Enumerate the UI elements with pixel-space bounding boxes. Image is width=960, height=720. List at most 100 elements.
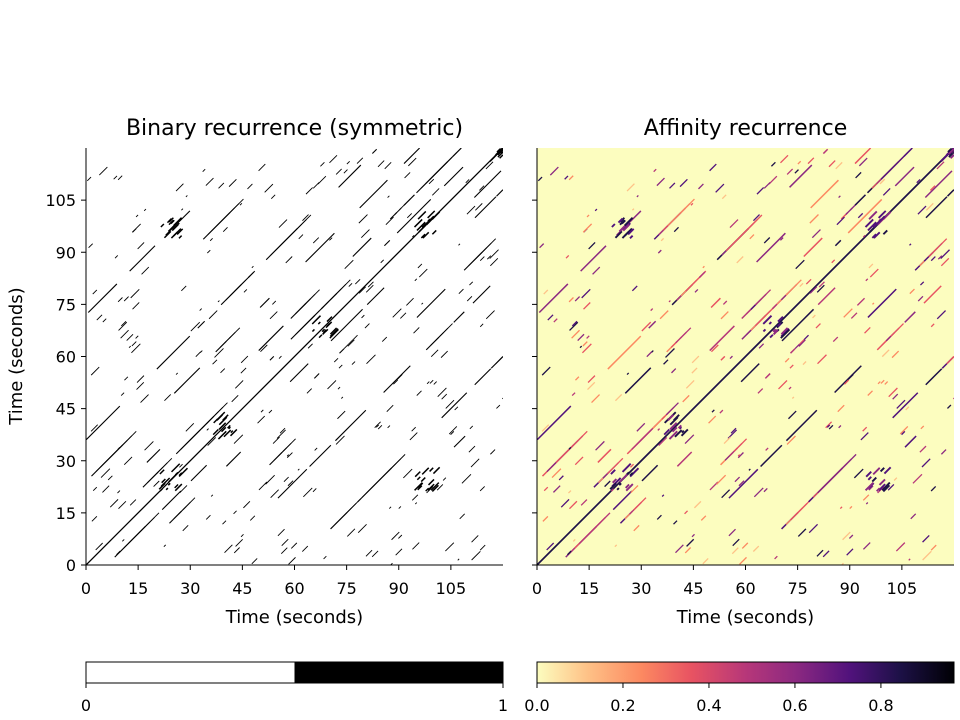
- recurrence-mark: [173, 217, 183, 227]
- affinity-mark: [752, 545, 760, 552]
- recurrence-mark: [366, 354, 376, 365]
- affinity-mark: [582, 341, 588, 347]
- recurrence-mark: [413, 218, 423, 228]
- recurrence-mark: [135, 335, 139, 339]
- recurrence-mark: [445, 399, 455, 409]
- affinity-mark: [636, 422, 646, 432]
- affinity-mark: [684, 434, 695, 445]
- affinity-mark: [769, 334, 774, 339]
- recurrence-mark: [418, 268, 428, 278]
- recurrence-mark: [279, 427, 286, 434]
- affinity-mark: [837, 404, 845, 413]
- recurrence-mark: [283, 476, 289, 482]
- affinity-colorbar-ticks: 0.0 0.2 0.4 0.6 0.8: [524, 683, 894, 715]
- x-tick-label: 90: [840, 579, 860, 598]
- recurrence-mark: [322, 329, 328, 335]
- affinity-mark: [884, 381, 889, 385]
- affinity-mark: [807, 157, 815, 165]
- affinity-mark: [834, 239, 842, 247]
- recurrence-mark: [411, 426, 416, 432]
- recurrence-mark: [344, 259, 354, 270]
- affinity-mark: [721, 489, 731, 499]
- affinity-mark: [850, 312, 858, 319]
- affinity-mark: [730, 427, 737, 434]
- recurrence-mark: [91, 516, 98, 522]
- recurrence-mark: [95, 542, 103, 551]
- affinity-mark: [865, 470, 872, 478]
- recurrence-mark: [391, 531, 400, 541]
- recurrence-mark: [469, 281, 474, 286]
- affinity-mark: [849, 505, 853, 510]
- affinity-mark: [865, 502, 869, 505]
- recurrence-mark: [458, 243, 461, 246]
- recurrence-mark: [454, 406, 459, 411]
- affinity-mark: [802, 361, 807, 366]
- affinity-mark: [629, 472, 634, 477]
- recurrence-mark: [223, 429, 232, 438]
- recurrence-mark: [338, 364, 343, 369]
- x-tick-label: 60: [735, 579, 755, 598]
- recurrence-mark: [479, 323, 484, 328]
- recurrence-mark: [361, 314, 365, 319]
- recurrence-mark: [233, 547, 240, 554]
- x-tick-label: 45: [683, 579, 703, 598]
- affinity-mark: [865, 278, 869, 282]
- affinity-mark: [621, 231, 630, 239]
- affinity-mark: [890, 323, 904, 337]
- affinity-y-ticks: [532, 199, 537, 566]
- recurrence-mark: [222, 227, 228, 232]
- recurrence-mark: [185, 195, 188, 198]
- affinity-mark: [867, 221, 877, 232]
- recurrence-mark: [302, 214, 309, 222]
- recurrence-mark: [418, 224, 427, 233]
- recurrence-mark: [179, 485, 188, 494]
- affinity-mark: [680, 428, 689, 437]
- recurrence-mark: [207, 437, 217, 446]
- recurrence-mark: [371, 550, 379, 558]
- affinity-heatmap-marks: [537, 148, 954, 565]
- affinity-mark: [568, 446, 572, 450]
- affinity-mark: [679, 327, 692, 339]
- affinity-mark: [646, 351, 653, 358]
- affinity-mark: [629, 463, 635, 468]
- affinity-mark: [607, 457, 624, 475]
- recurrence-mark: [475, 203, 483, 211]
- affinity-mark: [574, 456, 584, 466]
- recurrence-mark: [120, 320, 127, 327]
- affinity-mark: [794, 169, 799, 174]
- recurrence-mark: [393, 379, 398, 385]
- recurrence-mark: [309, 444, 332, 467]
- recurrence-mark: [347, 339, 355, 347]
- recurrence-mark: [502, 397, 503, 400]
- affinity-mark: [609, 482, 617, 490]
- recurrence-mark: [272, 300, 277, 305]
- affinity-mark: [867, 288, 897, 318]
- recurrence-mark: [272, 436, 280, 444]
- recurrence-mark: [216, 414, 223, 421]
- affinity-mark: [925, 368, 943, 386]
- y-tick-label: 75: [56, 295, 76, 314]
- y-tick-label: 90: [56, 243, 76, 262]
- affinity-mark: [580, 245, 607, 272]
- y-tick-label: 105: [45, 191, 76, 210]
- recurrence-mark: [416, 390, 422, 396]
- recurrence-mark: [414, 482, 423, 491]
- affinity-mark: [674, 429, 683, 438]
- affinity-mark: [930, 256, 936, 262]
- recurrence-mark: [465, 179, 470, 184]
- recurrence-mark: [337, 410, 346, 420]
- recurrence-mark: [351, 361, 356, 365]
- affinity-recurrence-panel: Affinity recurrence 0 15 30 45 60 75 90 105 Tim…: [532, 116, 954, 628]
- colorbar-tick-label: 0: [81, 696, 91, 715]
- affinity-mark: [872, 302, 875, 305]
- affinity-mark: [764, 373, 771, 379]
- recurrence-mark: [182, 525, 189, 532]
- recurrence-mark: [473, 170, 502, 198]
- recurrence-mark: [233, 434, 244, 444]
- affinity-mark: [566, 550, 572, 556]
- recurrence-mark: [427, 210, 436, 219]
- recurrence-mark: [170, 219, 175, 225]
- recurrence-mark: [117, 447, 121, 450]
- affinity-mark: [868, 210, 878, 220]
- recurrence-mark: [161, 478, 166, 484]
